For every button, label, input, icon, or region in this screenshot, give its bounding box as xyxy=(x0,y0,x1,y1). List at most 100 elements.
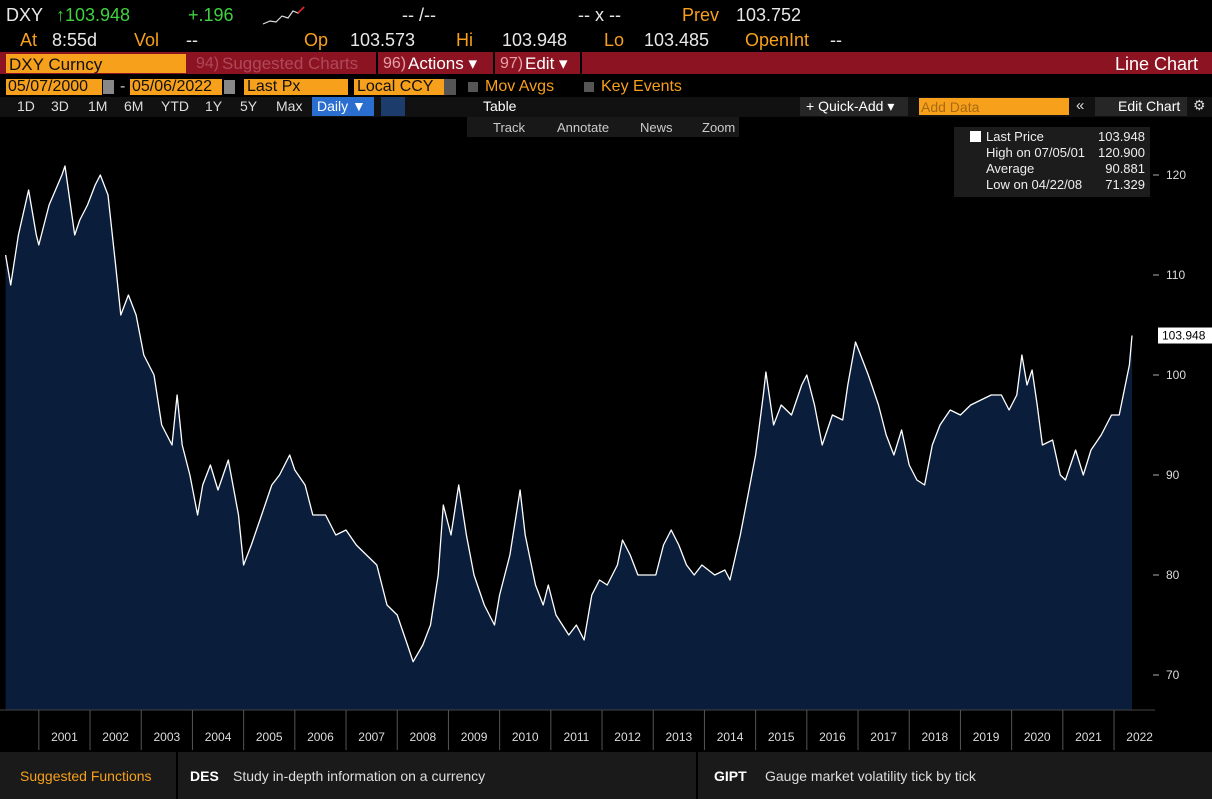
field-select[interactable] xyxy=(244,79,348,95)
vol-value: -- xyxy=(186,30,198,50)
security-field[interactable] xyxy=(6,54,186,73)
area xyxy=(5,166,1133,710)
period-button[interactable]: 1Y xyxy=(205,98,223,114)
tool-button[interactable]: Annotate xyxy=(557,120,610,135)
checkbox[interactable] xyxy=(584,82,594,92)
legend-swatch xyxy=(970,131,981,142)
settings-icon[interactable]: ⚙ xyxy=(1193,97,1206,113)
prev-label: Prev xyxy=(682,5,720,25)
legend-box xyxy=(954,127,1150,197)
legend-label: Average xyxy=(986,161,1035,176)
x-tick-label: 2002 xyxy=(102,730,129,744)
legend-label: Last Price xyxy=(986,129,1044,144)
tool-button[interactable]: Zoom xyxy=(702,120,736,135)
table-button[interactable]: Table xyxy=(483,98,517,114)
quick-add-text[interactable]: + Quick-Add ▾ xyxy=(806,98,895,114)
edit-chart-text[interactable]: Edit Chart xyxy=(1118,98,1181,114)
period-button[interactable]: Max xyxy=(276,98,303,114)
net-change: +.196 xyxy=(188,5,234,25)
command-bar xyxy=(0,52,1212,74)
tool-button[interactable]: Track xyxy=(493,120,526,135)
frequency-text[interactable]: Daily ▼ xyxy=(317,98,366,114)
divider xyxy=(176,752,178,799)
x-tick-label: 2013 xyxy=(665,730,692,744)
actions-num[interactable]: 96) xyxy=(383,55,407,72)
open-value: 103.573 xyxy=(350,30,416,50)
period-button[interactable]: 5Y xyxy=(240,98,258,114)
x-tick-label: 2020 xyxy=(1024,730,1051,744)
high-value: 103.948 xyxy=(502,30,568,50)
calendar-icon[interactable] xyxy=(224,80,235,94)
y-tick-label: 80 xyxy=(1166,568,1180,582)
bid-ask-size: -- x -- xyxy=(578,5,621,25)
footer-title: Suggested Functions xyxy=(20,768,152,784)
x-tick-label: 2008 xyxy=(409,730,436,744)
function-code[interactable]: GIPT xyxy=(714,768,747,784)
security-text[interactable]: DXY Curncy xyxy=(9,55,103,74)
mov-avgs[interactable]: Mov Avgs xyxy=(485,78,555,95)
suggested-num[interactable]: 94) xyxy=(196,55,220,72)
time-label: At xyxy=(20,30,38,50)
period-button[interactable]: 3D xyxy=(51,98,69,114)
divider xyxy=(696,752,698,799)
quick-add-button[interactable] xyxy=(800,97,908,116)
openint-value: -- xyxy=(830,30,842,50)
end-date-field[interactable] xyxy=(130,79,222,95)
x-tick-label: 2012 xyxy=(614,730,641,744)
legend-value: 71.329 xyxy=(1105,177,1145,192)
x-tick-label: 2022 xyxy=(1126,730,1153,744)
period-button[interactable]: 1M xyxy=(88,98,108,114)
edit-num[interactable]: 97) xyxy=(500,55,524,72)
legend-label: Low on 04/22/08 xyxy=(986,177,1083,192)
x-tick-label: 2018 xyxy=(921,730,948,744)
low-value: 103.485 xyxy=(644,30,710,50)
function-text[interactable]: Study in-depth information on a currency xyxy=(233,768,486,784)
period-bar xyxy=(0,97,1212,117)
add-data-placeholder[interactable]: Add Data xyxy=(921,99,980,115)
end-date[interactable]: 05/06/2022 xyxy=(132,78,213,95)
period-button[interactable]: 1D xyxy=(17,98,35,114)
x-tick-label: 2004 xyxy=(205,730,232,744)
time-value: 8:55d xyxy=(52,30,98,50)
currency-select[interactable] xyxy=(354,79,456,95)
tool-button[interactable]: News xyxy=(640,120,673,135)
frequency-button[interactable] xyxy=(312,97,374,116)
add-data-field[interactable] xyxy=(919,98,1069,115)
sparkline xyxy=(262,6,305,25)
period-button[interactable]: YTD xyxy=(161,98,189,114)
x-tick-label: 2011 xyxy=(564,730,590,744)
legend-label: High on 07/05/01 xyxy=(986,145,1086,160)
bid-ask: -- /-- xyxy=(402,5,436,25)
openint-label: OpenInt xyxy=(745,30,810,50)
collapse-icon[interactable]: « xyxy=(1076,97,1085,114)
key-events[interactable]: Key Events xyxy=(601,78,682,95)
y-tick-label: 120 xyxy=(1166,168,1186,182)
last-price-tag xyxy=(1158,327,1212,344)
dropdown-arrow[interactable] xyxy=(444,79,456,95)
edit-chart-button[interactable] xyxy=(1095,97,1187,116)
field-text[interactable]: Last Px xyxy=(247,78,301,95)
x-tick-label: 2021 xyxy=(1075,730,1102,744)
checkbox[interactable] xyxy=(468,82,478,92)
period-button[interactable]: 6M xyxy=(124,98,144,114)
function-code[interactable]: DES xyxy=(190,768,219,784)
calendar-icon[interactable] xyxy=(103,80,114,94)
legend-value: 120.900 xyxy=(1098,145,1145,160)
divider xyxy=(376,52,378,74)
chart-type-button[interactable] xyxy=(381,97,405,116)
actions-menu[interactable]: Actions ▾ xyxy=(408,54,478,73)
edit-menu[interactable]: Edit ▾ xyxy=(525,54,568,73)
date-separator: - xyxy=(120,78,126,95)
x-tick-label: 2007 xyxy=(358,730,385,744)
function-text[interactable]: Gauge market volatility tick by tick xyxy=(765,768,976,784)
x-tick-label: 2009 xyxy=(461,730,488,744)
currency-text[interactable]: Local CCY xyxy=(357,78,434,95)
divider xyxy=(580,52,582,74)
x-tick-label: 2019 xyxy=(973,730,1000,744)
start-date[interactable]: 05/07/2000 xyxy=(8,78,89,95)
start-date-field[interactable] xyxy=(6,79,102,95)
y-tick-label: 110 xyxy=(1166,268,1185,282)
suggested-charts[interactable]: Suggested Charts xyxy=(222,54,359,73)
y-tick-label: 90 xyxy=(1166,468,1180,482)
chart: 103.948 70 80 90 100 110 120 2001 2002 2003 2004 20… xyxy=(0,165,1212,750)
